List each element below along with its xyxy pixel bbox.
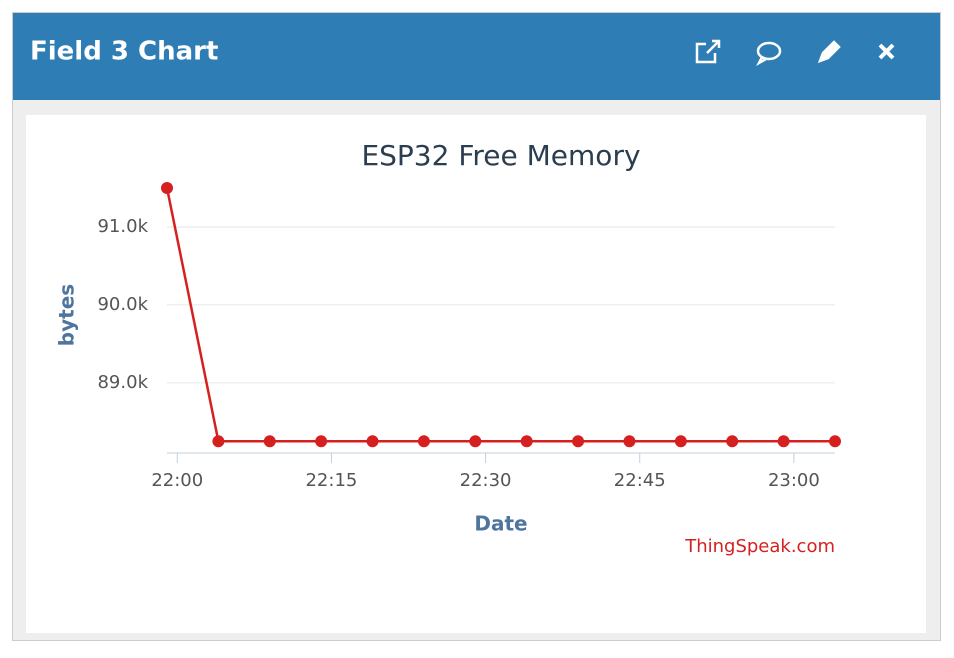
y-axis-label: bytes bbox=[55, 284, 79, 346]
close-icon[interactable] bbox=[878, 43, 895, 60]
data-point bbox=[212, 435, 225, 448]
open-icon[interactable] bbox=[695, 39, 721, 64]
data-point bbox=[520, 435, 533, 448]
credit: ThingSpeak.com bbox=[684, 536, 835, 557]
data-point bbox=[161, 181, 173, 194]
data-point bbox=[315, 435, 328, 448]
data-point bbox=[726, 435, 739, 448]
x-tick-label: 22:30 bbox=[460, 470, 512, 491]
header-icons bbox=[695, 39, 895, 67]
data-point bbox=[674, 435, 687, 448]
chart-title: ESP32 Free Memory bbox=[361, 139, 640, 172]
x-tick-label: 22:00 bbox=[151, 470, 203, 491]
chart-area bbox=[26, 115, 926, 633]
data-point bbox=[366, 435, 379, 448]
data-point bbox=[623, 435, 636, 448]
panel-title: Field 3 Chart bbox=[30, 37, 218, 67]
comment-icon[interactable] bbox=[756, 41, 782, 67]
edit-icon[interactable] bbox=[817, 40, 841, 64]
x-tick-label: 23:00 bbox=[768, 470, 820, 491]
x-tick-label: 22:15 bbox=[305, 470, 357, 491]
data-point bbox=[829, 435, 841, 448]
panel-header bbox=[13, 13, 940, 100]
y-tick-label: 90.0k bbox=[97, 294, 148, 315]
data-point bbox=[777, 435, 790, 448]
data-point bbox=[469, 435, 482, 448]
data-point bbox=[417, 435, 430, 448]
data-point bbox=[263, 435, 276, 448]
y-tick-label: 91.0k bbox=[97, 216, 148, 237]
y-tick-label: 89.0k bbox=[97, 372, 148, 393]
x-tick-label: 22:45 bbox=[614, 470, 666, 491]
x-axis-label: Date bbox=[474, 512, 527, 536]
data-point bbox=[572, 435, 585, 448]
series-line bbox=[165, 187, 835, 443]
